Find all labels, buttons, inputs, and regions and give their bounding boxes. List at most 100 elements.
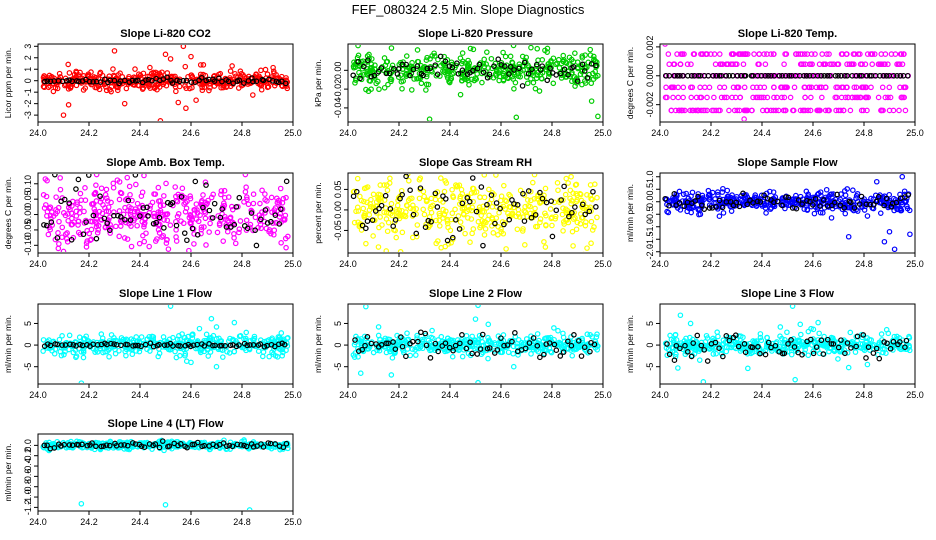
data-point bbox=[227, 214, 234, 221]
data-point bbox=[175, 211, 182, 217]
data-point bbox=[906, 207, 913, 214]
data-point bbox=[232, 70, 238, 77]
data-point bbox=[751, 194, 758, 200]
y-tick-label: -3 bbox=[23, 111, 33, 119]
data-point bbox=[769, 348, 775, 354]
data-point bbox=[704, 335, 711, 341]
data-point bbox=[810, 202, 816, 208]
data-point bbox=[423, 81, 430, 88]
data-point bbox=[189, 332, 196, 338]
data-point bbox=[435, 56, 441, 63]
data-point bbox=[202, 215, 209, 222]
data-point bbox=[82, 185, 88, 191]
data-point bbox=[768, 72, 774, 79]
plot-frame bbox=[37, 303, 294, 385]
data-point bbox=[231, 319, 238, 326]
data-point bbox=[858, 107, 865, 114]
data-point bbox=[444, 237, 451, 244]
data-point bbox=[167, 56, 174, 62]
data-point bbox=[363, 225, 369, 232]
data-point bbox=[536, 164, 540, 168]
data-point bbox=[219, 206, 225, 212]
data-point bbox=[80, 349, 87, 356]
data-point bbox=[537, 354, 543, 361]
data-point bbox=[869, 61, 876, 68]
panel-title: Slope Line 1 Flow bbox=[119, 288, 212, 300]
data-point bbox=[700, 379, 707, 383]
data-point bbox=[212, 342, 218, 349]
points bbox=[40, 305, 291, 383]
data-point bbox=[389, 355, 396, 361]
data-point bbox=[172, 348, 178, 355]
data-point bbox=[42, 78, 48, 85]
data-point bbox=[479, 79, 485, 86]
data-point bbox=[98, 185, 105, 192]
data-point bbox=[457, 55, 464, 61]
data-point bbox=[44, 341, 51, 347]
data-point bbox=[111, 209, 117, 215]
data-point bbox=[778, 84, 784, 91]
data-point bbox=[245, 201, 252, 208]
data-point bbox=[392, 217, 399, 223]
data-point bbox=[59, 342, 65, 348]
x-tick-label: 24.8 bbox=[543, 128, 561, 138]
data-point bbox=[220, 238, 227, 244]
data-point bbox=[457, 195, 463, 202]
data-point bbox=[589, 166, 593, 170]
data-point bbox=[199, 84, 205, 91]
data-point bbox=[509, 338, 515, 345]
data-point bbox=[706, 205, 713, 211]
x-tick-label: 24.6 bbox=[182, 259, 200, 269]
data-point bbox=[879, 84, 886, 91]
data-point bbox=[97, 79, 104, 85]
data-point bbox=[801, 72, 807, 79]
data-point bbox=[56, 70, 63, 77]
data-point bbox=[413, 230, 420, 237]
x-tick-label: 24.4 bbox=[131, 128, 149, 138]
data-point bbox=[510, 63, 517, 70]
data-point bbox=[734, 107, 741, 114]
data-point bbox=[183, 346, 190, 352]
data-point bbox=[877, 210, 884, 216]
data-point bbox=[741, 341, 748, 347]
data-point bbox=[95, 83, 102, 90]
data-point bbox=[768, 51, 774, 57]
data-point bbox=[840, 107, 847, 114]
data-point bbox=[488, 192, 495, 198]
x-tick-label: 25.0 bbox=[284, 517, 302, 527]
data-point bbox=[730, 202, 737, 209]
data-point bbox=[174, 213, 181, 220]
plot-frame bbox=[37, 172, 294, 254]
data-point bbox=[434, 204, 441, 210]
data-point bbox=[449, 64, 456, 71]
data-point bbox=[182, 351, 189, 357]
data-point bbox=[183, 105, 189, 112]
data-point bbox=[702, 107, 708, 114]
data-point bbox=[528, 75, 534, 82]
data-point bbox=[180, 77, 187, 84]
data-point bbox=[78, 197, 84, 203]
data-point bbox=[152, 83, 158, 90]
data-point bbox=[547, 334, 554, 341]
data-point bbox=[439, 343, 446, 349]
data-point bbox=[232, 240, 239, 247]
data-point bbox=[863, 72, 870, 79]
data-point bbox=[284, 85, 291, 92]
data-point bbox=[262, 191, 268, 197]
data-point bbox=[662, 72, 669, 79]
data-point bbox=[716, 197, 723, 204]
y-tick-label: -1.2 bbox=[23, 500, 33, 516]
data-point bbox=[80, 87, 87, 93]
data-point bbox=[465, 62, 471, 69]
data-point bbox=[584, 75, 591, 81]
data-point bbox=[351, 219, 358, 226]
data-point bbox=[506, 203, 513, 210]
data-point bbox=[260, 349, 267, 355]
data-point bbox=[399, 191, 405, 198]
data-point bbox=[161, 193, 167, 199]
data-point bbox=[51, 350, 58, 357]
data-point bbox=[584, 192, 590, 198]
data-point bbox=[275, 79, 282, 86]
data-point bbox=[194, 207, 200, 213]
